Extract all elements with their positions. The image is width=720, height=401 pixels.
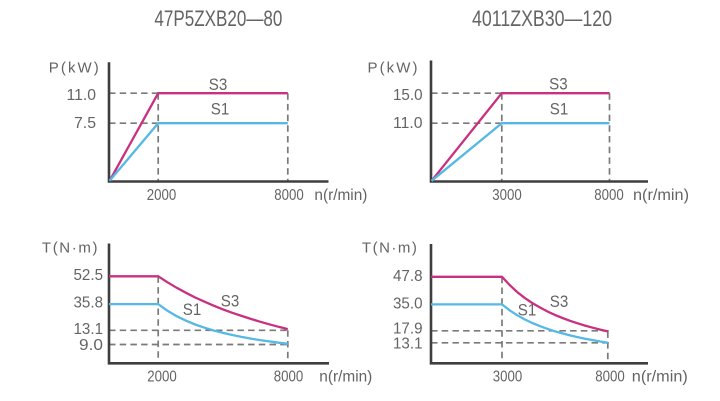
svg-text:7.5: 7.5: [74, 115, 96, 132]
svg-text:S1: S1: [211, 100, 230, 119]
svg-text:8000: 8000: [594, 187, 624, 204]
svg-text:n(r/min): n(r/min): [632, 368, 688, 385]
svg-text:n(r/min): n(r/min): [319, 368, 372, 385]
svg-text:S1: S1: [183, 300, 202, 319]
svg-text:S3: S3: [549, 75, 568, 94]
svg-text:35.0: 35.0: [393, 296, 423, 313]
svg-text:S3: S3: [550, 292, 569, 311]
svg-text:9.0: 9.0: [79, 337, 103, 354]
svg-text:17.9: 17.9: [393, 321, 423, 338]
svg-text:35.8: 35.8: [74, 295, 104, 312]
svg-text:47.8: 47.8: [393, 268, 423, 285]
svg-text:n(r/min): n(r/min): [633, 187, 689, 204]
svg-text:13.1: 13.1: [74, 321, 104, 338]
svg-text:3000: 3000: [492, 187, 522, 204]
svg-text:4011ZXB30—120: 4011ZXB30—120: [472, 6, 612, 31]
svg-text:11.0: 11.0: [393, 115, 423, 132]
svg-text:8000: 8000: [274, 368, 304, 385]
svg-text:3000: 3000: [493, 368, 523, 385]
svg-text:8000: 8000: [274, 187, 304, 204]
svg-text:S3: S3: [209, 75, 228, 94]
svg-text:S1: S1: [518, 301, 537, 320]
svg-text:S3: S3: [221, 292, 240, 311]
svg-text:11.0: 11.0: [67, 87, 97, 104]
svg-text:P(kW): P(kW): [368, 60, 418, 77]
svg-text:T(N·m): T(N·m): [362, 240, 417, 257]
svg-text:S1: S1: [550, 100, 569, 119]
svg-text:n(r/min): n(r/min): [314, 187, 367, 204]
svg-text:T(N·m): T(N·m): [42, 240, 98, 257]
svg-text:2000: 2000: [147, 368, 177, 385]
svg-text:8000: 8000: [595, 368, 625, 385]
svg-text:47P5ZXB20—80: 47P5ZXB20—80: [154, 6, 282, 31]
svg-text:52.5: 52.5: [74, 267, 104, 284]
svg-text:13.1: 13.1: [393, 336, 423, 353]
svg-text:15.0: 15.0: [393, 87, 423, 104]
svg-text:P(kW): P(kW): [49, 60, 99, 77]
svg-text:2000: 2000: [147, 187, 177, 204]
